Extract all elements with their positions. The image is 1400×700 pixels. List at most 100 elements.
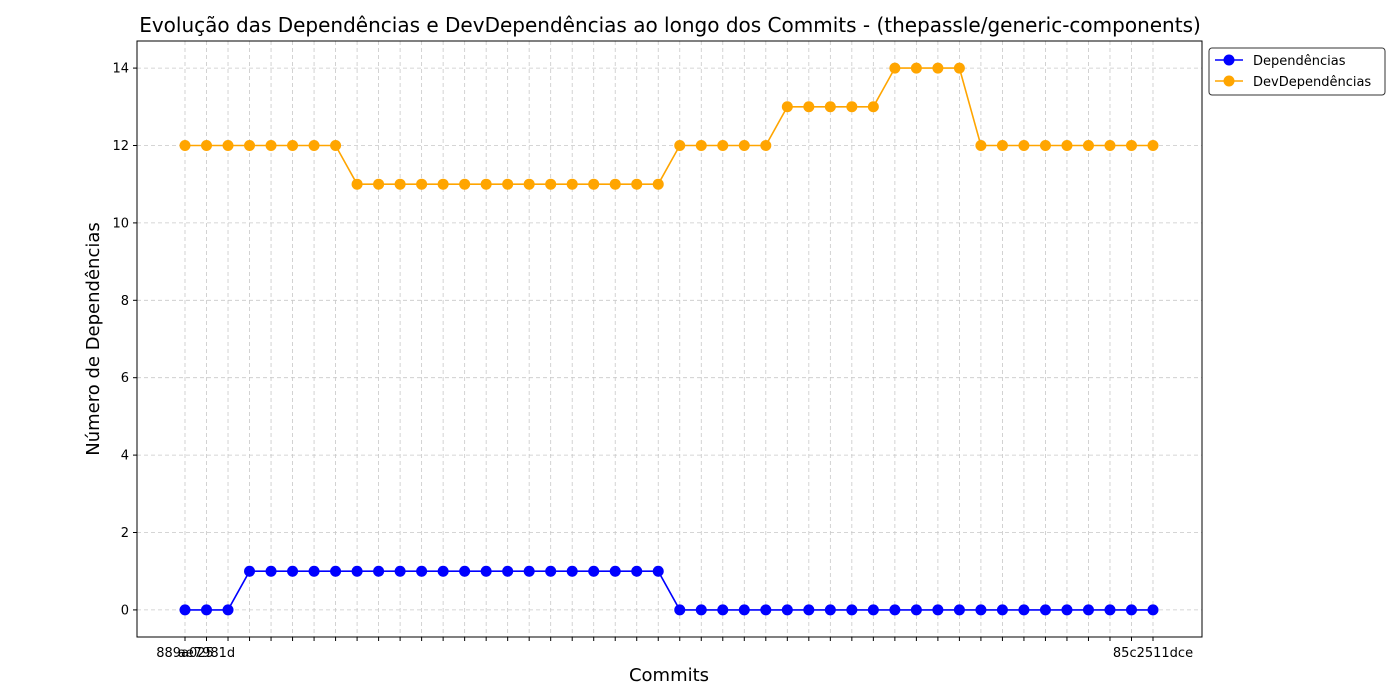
series-0-point (373, 565, 385, 577)
legend-label-devdependencias: DevDependências (1253, 75, 1371, 90)
series-1-point (523, 178, 535, 190)
y-axis: 0 2 4 6 8 10 12 14 (112, 62, 137, 618)
series-0-point (631, 565, 643, 577)
series-1-point (867, 101, 879, 113)
series-1-point (287, 139, 299, 151)
series-1-point (760, 139, 772, 151)
chart-title: Evolução das Dependências e DevDependênc… (139, 13, 1201, 37)
series-0-point (566, 565, 578, 577)
series-0-point (523, 565, 535, 577)
legend-box (1208, 47, 1386, 96)
series-1-point (910, 62, 922, 74)
x-axis-label: Commits (629, 665, 709, 686)
series-0-point (416, 565, 428, 577)
series-1-point (502, 178, 514, 190)
y-tick-label: 4 (121, 449, 129, 464)
series-0-point (588, 565, 600, 577)
series-1-point (803, 101, 815, 113)
y-tick-label: 2 (121, 526, 129, 541)
series-1-point (566, 178, 578, 190)
series-1-point (244, 139, 256, 151)
series-1-point (373, 178, 385, 190)
series-1-point (1147, 139, 1159, 151)
series-0-point (179, 604, 191, 616)
grid (137, 41, 1202, 637)
series-1-point (932, 62, 944, 74)
series-0-point (824, 604, 836, 616)
series-0-point (1018, 604, 1030, 616)
y-tick-label: 12 (112, 139, 129, 154)
series-1-point (545, 178, 557, 190)
series-0-point (1082, 604, 1094, 616)
series-layer (179, 62, 1159, 616)
series-0-point (1125, 604, 1137, 616)
y-tick-label: 14 (112, 62, 129, 77)
series-0-point (996, 604, 1008, 616)
series-0-point (674, 604, 686, 616)
series-0-point (1061, 604, 1073, 616)
series-1-point (889, 62, 901, 74)
series-1-point (394, 178, 406, 190)
series-0-point (953, 604, 965, 616)
series-0-point (394, 565, 406, 577)
series-1-point (674, 139, 686, 151)
series-1-point (308, 139, 320, 151)
series-1-point (717, 139, 729, 151)
series-1-point (975, 139, 987, 151)
x-tick-label: ae7981d (178, 646, 235, 661)
y-tick-label: 0 (121, 603, 129, 618)
series-1-point (222, 139, 234, 151)
series-0-point (652, 565, 664, 577)
series-0-point (781, 604, 793, 616)
series-0-point (351, 565, 363, 577)
series-0-point (1039, 604, 1051, 616)
series-1-point (695, 139, 707, 151)
y-axis-label: Número de Dependências (83, 222, 104, 456)
series-1-point (1082, 139, 1094, 151)
series-1-point (201, 139, 213, 151)
legend-label-dependencias: Dependências (1253, 54, 1346, 69)
series-1-point (265, 139, 277, 151)
series-1-point (416, 178, 428, 190)
series-0-point (609, 565, 621, 577)
series-0-point (459, 565, 471, 577)
series-1-point (459, 178, 471, 190)
series-0-point (889, 604, 901, 616)
series-1-point (330, 139, 342, 151)
series-1-point (846, 101, 858, 113)
series-1-point (351, 178, 363, 190)
series-0-point (1104, 604, 1116, 616)
series-1-point (437, 178, 449, 190)
series-0-point (480, 565, 492, 577)
series-0-point (717, 604, 729, 616)
x-tick-label: 85c2511dce (1113, 646, 1193, 661)
series-0-point (910, 604, 922, 616)
series-0-point (244, 565, 256, 577)
series-0-point (437, 565, 449, 577)
series-0-point (308, 565, 320, 577)
series-line-0 (185, 570, 1153, 611)
series-1-point (631, 178, 643, 190)
series-1-point (781, 101, 793, 113)
series-0-point (502, 565, 514, 577)
series-1-point (996, 139, 1008, 151)
x-tick-label: 889a025 (156, 646, 214, 661)
series-0-point (738, 604, 750, 616)
series-0-point (1147, 604, 1159, 616)
series-0-point (846, 604, 858, 616)
series-0-point (201, 604, 213, 616)
legend-marker-devdependencias (1223, 75, 1235, 87)
series-0-point (760, 604, 772, 616)
series-0-point (975, 604, 987, 616)
series-1-point (1061, 139, 1073, 151)
series-1-point (609, 178, 621, 190)
series-1-point (652, 178, 664, 190)
y-tick-label: 6 (121, 371, 129, 386)
series-0-point (265, 565, 277, 577)
series-line-1 (185, 67, 1153, 185)
y-tick-label: 8 (121, 294, 129, 309)
series-0-point (803, 604, 815, 616)
y-tick-label: 10 (112, 216, 129, 231)
